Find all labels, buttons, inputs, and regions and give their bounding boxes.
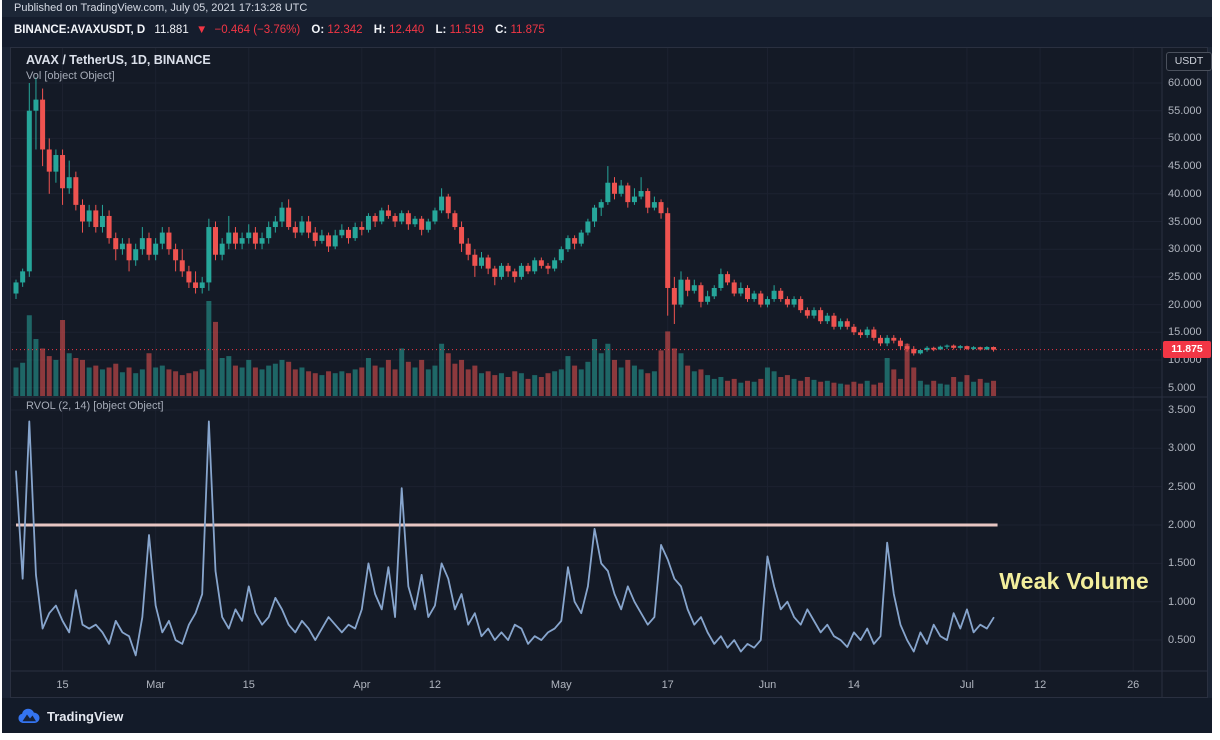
rvol-tick-label: 2.000: [1168, 519, 1196, 531]
close-value: 11.875: [510, 24, 545, 36]
time-tick-label: 12: [1033, 679, 1047, 691]
chart-widget[interactable]: [10, 47, 1208, 698]
open-label: O:: [311, 24, 325, 36]
symbol-name: BINANCE:AVAXUSDT, D: [14, 24, 146, 36]
chart-canvas[interactable]: [10, 47, 1208, 698]
tradingview-brand-text: TradingView: [47, 708, 124, 724]
weak-volume-annotation: Weak Volume: [999, 568, 1149, 594]
time-tick-label: 17: [661, 679, 674, 691]
time-tick-label: May: [550, 679, 572, 691]
rvol-tick-label: 3.500: [1168, 403, 1196, 416]
time-tick-label: 14: [847, 679, 861, 691]
price-tick-label: 30.000: [1168, 243, 1202, 256]
last-price: 11.881: [154, 24, 189, 36]
price-tick-label: 20.000: [1168, 298, 1202, 311]
time-tick-label: 15: [56, 679, 69, 691]
high-label: H:: [373, 24, 386, 36]
tradingview-logo-link[interactable]: TradingView: [18, 705, 123, 727]
down-arrow-icon: ▼: [195, 24, 208, 36]
published-text: Published on TradingView.com, July 05, 2…: [14, 2, 308, 14]
page-margin-right: [1212, 0, 1220, 740]
price-tick-label: 50.000: [1168, 132, 1202, 145]
time-tick-label: Jun: [758, 679, 777, 691]
chart-title: AVAX / TetherUS, 1D, BINANCE: [26, 53, 211, 67]
price-tick-label: 5.000: [1168, 381, 1196, 394]
time-tick-label: Mar: [146, 679, 166, 691]
time-tick-label: 12: [428, 679, 442, 691]
price-tick-label: 45.000: [1168, 160, 1202, 173]
price-tick-label: 60.000: [1168, 77, 1202, 89]
price-tick-label: 35.000: [1168, 215, 1202, 228]
price-tick-label: 15.000: [1168, 326, 1202, 339]
price-change: −0.464 (−3.76%): [214, 24, 301, 36]
time-tick-label: Apr: [353, 679, 371, 691]
price-tick-label: 25.000: [1168, 270, 1202, 283]
time-tick-label: 26: [1127, 679, 1140, 691]
symbol-info-bar: BINANCE:AVAXUSDT, D 11.881 ▼ −0.464 (−3.…: [2, 17, 1212, 47]
last-price-badge: 11.875: [1163, 341, 1211, 358]
time-tick-label: 15: [242, 679, 255, 691]
rvol-tick-label: 1.000: [1168, 595, 1196, 608]
footer-bar: TradingView: [2, 698, 1212, 733]
price-tick-label: 40.000: [1168, 187, 1202, 200]
open-value: 12.342: [327, 24, 363, 36]
rvol-tick-label: 1.500: [1168, 557, 1196, 570]
low-label: L:: [435, 24, 447, 36]
close-label: C:: [495, 24, 508, 36]
low-value: 11.519: [449, 24, 484, 36]
currency-unit-badge[interactable]: USDT: [1166, 52, 1212, 71]
published-bar: Published on TradingView.com, July 05, 2…: [2, 0, 1212, 17]
rvol-indicator-label: RVOL (2, 14) [object Object]: [26, 400, 164, 412]
rvol-tick-label: 2.500: [1168, 480, 1196, 493]
price-tick-label: 55.000: [1168, 104, 1202, 117]
page-margin-bottom: [0, 733, 1220, 740]
tradingview-logo-icon: [18, 708, 40, 723]
rvol-tick-label: 0.500: [1168, 634, 1196, 647]
rvol-tick-label: 3.000: [1168, 442, 1196, 455]
high-value: 12.440: [389, 24, 425, 36]
time-tick-label: Jul: [959, 679, 974, 691]
volume-indicator-label: Vol [object Object]: [26, 70, 115, 82]
